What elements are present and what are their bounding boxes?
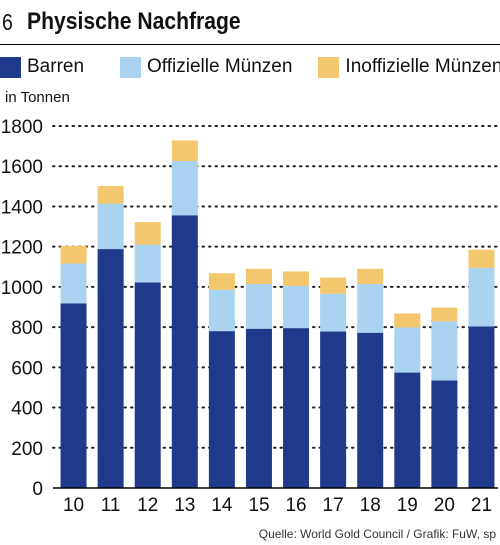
bar-12-series-1: [134, 244, 161, 283]
bar-21-series-2: [468, 249, 495, 268]
bar-13-series-1: [171, 160, 198, 216]
y-tick-label-800: 800: [11, 318, 43, 339]
bar-13-series-0: [171, 215, 198, 488]
source-note: Quelle: World Gold Council / Grafik: FuW…: [258, 527, 496, 541]
legend-item-offizielle: Offizielle Münzen: [120, 56, 292, 78]
bar-10-series-2: [60, 245, 87, 264]
y-tick-label-1000: 1000: [1, 278, 43, 299]
x-tick-label-21: 21: [471, 495, 492, 516]
chart-header: 6 Physische Nachfrage: [0, 0, 500, 44]
y-tick-label-0: 0: [32, 479, 43, 500]
y-unit-label: in Tonnen: [5, 89, 70, 106]
bar-15-series-0: [245, 328, 272, 488]
bar-18-series-0: [357, 332, 384, 488]
figure-number: 6: [2, 8, 13, 35]
bar-16-series-1: [283, 285, 310, 329]
y-tick-label-1600: 1600: [1, 157, 43, 178]
header-rule: [0, 44, 500, 45]
x-tick-label-17: 17: [323, 495, 344, 516]
bar-14-series-2: [208, 273, 235, 290]
x-tick-label-20: 20: [434, 495, 455, 516]
bar-12-series-2: [134, 222, 161, 245]
y-tick-label-600: 600: [11, 358, 43, 379]
bar-11-series-0: [97, 249, 124, 488]
bar-10-series-0: [60, 303, 87, 488]
x-tick-label-13: 13: [174, 495, 195, 516]
y-tick-label-1800: 1800: [1, 117, 43, 138]
x-tick-label-19: 19: [397, 495, 418, 516]
legend-swatch-offizielle: [120, 56, 142, 78]
y-tick-label-200: 200: [11, 439, 43, 460]
x-tick-label-12: 12: [137, 495, 158, 516]
x-tick-label-15: 15: [248, 495, 269, 516]
bar-17-series-1: [320, 293, 347, 332]
bar-19-series-0: [394, 372, 421, 488]
legend: Barren Offizielle Münzen Inoffizielle Mü…: [0, 53, 500, 81]
bar-20-series-2: [431, 307, 458, 322]
bar-15-series-1: [245, 284, 272, 329]
bar-14-series-1: [208, 289, 235, 332]
bar-20-series-0: [431, 380, 458, 488]
bar-19-series-2: [394, 313, 421, 328]
y-tick-label-1200: 1200: [1, 238, 43, 259]
legend-swatch-barren: [0, 56, 21, 78]
bar-15-series-2: [245, 268, 272, 285]
legend-label-inoffizielle: Inoffizielle Münzen: [345, 56, 500, 77]
bar-20-series-1: [431, 321, 458, 381]
bar-11-series-2: [97, 185, 124, 204]
x-tick-label-16: 16: [285, 495, 306, 516]
legend-label-offizielle: Offizielle Münzen: [147, 56, 293, 77]
x-tick-label-11: 11: [101, 495, 121, 516]
x-tick-label-14: 14: [211, 495, 233, 516]
bar-11-series-1: [97, 203, 124, 250]
x-tick-label-18: 18: [360, 495, 381, 516]
bar-12-series-0: [134, 282, 161, 488]
bar-21-series-1: [468, 267, 495, 327]
legend-item-inoffizielle: Inoffizielle Münzen: [318, 56, 500, 78]
bar-16-series-2: [283, 271, 310, 286]
y-tick-label-400: 400: [11, 399, 43, 420]
legend-swatch-inoffizielle: [318, 56, 340, 78]
bar-21-series-0: [468, 326, 495, 488]
chart-title: Physische Nachfrage: [26, 8, 241, 35]
bar-18-series-2: [357, 268, 384, 285]
x-tick-label-10: 10: [63, 495, 84, 516]
bar-13-series-2: [171, 140, 198, 161]
bar-14-series-0: [208, 331, 235, 488]
bar-18-series-1: [357, 284, 384, 333]
y-tick-label-1400: 1400: [1, 197, 43, 218]
bar-16-series-0: [283, 328, 310, 488]
legend-label-barren: Barren: [27, 56, 85, 77]
legend-item-barren: Barren: [0, 56, 84, 78]
bar-17-series-2: [320, 277, 347, 294]
bar-10-series-1: [60, 263, 87, 304]
bar-19-series-1: [394, 327, 421, 373]
bar-17-series-0: [320, 331, 347, 488]
